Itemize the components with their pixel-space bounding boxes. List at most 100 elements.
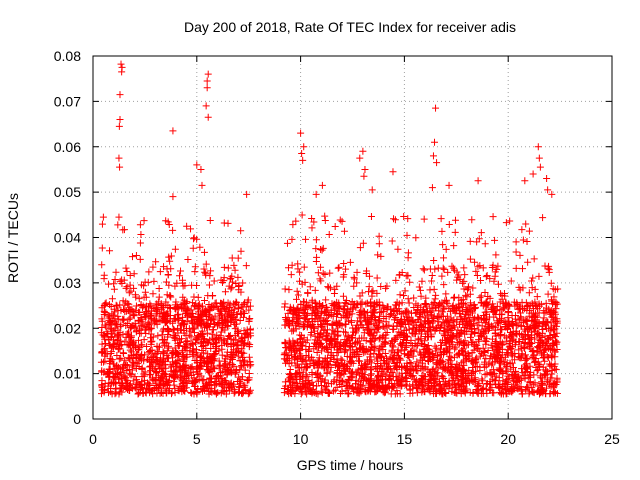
data-point	[217, 299, 225, 307]
data-point	[100, 275, 108, 283]
data-point	[104, 312, 112, 320]
data-point	[107, 385, 115, 392]
data-point	[200, 265, 208, 273]
data-point	[436, 345, 444, 353]
data-point	[394, 245, 402, 253]
data-point	[462, 310, 470, 318]
data-point	[143, 379, 151, 387]
data-point	[379, 343, 387, 351]
data-point	[460, 379, 468, 387]
data-point	[132, 328, 140, 336]
data-point	[185, 365, 193, 373]
data-point	[146, 300, 154, 308]
data-point	[524, 326, 532, 334]
data-point	[120, 315, 128, 323]
data-point	[246, 358, 254, 366]
data-point	[475, 379, 483, 387]
data-point	[206, 366, 214, 374]
data-point	[396, 291, 404, 299]
data-point	[141, 303, 149, 311]
data-point	[313, 349, 321, 357]
y-tick-label: 0	[73, 411, 81, 427]
data-point	[214, 319, 222, 327]
data-point	[469, 363, 477, 371]
data-point	[206, 217, 214, 225]
data-point	[407, 360, 415, 368]
data-point	[294, 265, 302, 273]
data-point	[508, 320, 516, 328]
data-point	[311, 286, 319, 294]
data-point	[245, 317, 253, 325]
data-point	[108, 356, 116, 364]
data-point	[216, 307, 224, 315]
data-point	[162, 389, 170, 397]
data-point	[418, 372, 426, 380]
data-point	[394, 346, 402, 354]
data-point	[132, 385, 140, 393]
data-point	[461, 271, 469, 279]
data-point	[97, 329, 105, 337]
data-point	[478, 375, 486, 383]
data-point	[141, 288, 149, 296]
data-point	[245, 353, 253, 361]
data-point	[317, 246, 325, 254]
data-point	[477, 390, 485, 398]
data-point	[528, 299, 536, 307]
data-point	[529, 305, 537, 313]
data-point	[421, 364, 429, 372]
data-point	[444, 359, 452, 367]
data-point	[337, 371, 345, 379]
data-point	[174, 324, 182, 332]
data-point	[404, 254, 412, 262]
data-point	[117, 384, 125, 392]
data-point	[134, 359, 142, 367]
data-point	[519, 284, 527, 292]
data-point	[331, 222, 339, 230]
data-point	[205, 281, 213, 289]
data-point	[528, 387, 536, 395]
data-point	[488, 304, 496, 312]
data-point	[239, 279, 247, 287]
data-point	[528, 277, 536, 285]
data-point	[226, 367, 234, 375]
data-point	[102, 340, 110, 348]
data-point	[242, 331, 250, 339]
data-point	[181, 387, 189, 395]
data-point	[519, 265, 527, 273]
data-point	[127, 371, 135, 379]
data-point	[236, 317, 244, 325]
data-point	[367, 338, 375, 346]
data-point	[305, 342, 313, 350]
data-point	[391, 380, 399, 388]
data-point	[202, 344, 210, 352]
data-point	[452, 371, 460, 379]
data-point	[135, 355, 143, 363]
data-point	[130, 324, 138, 332]
data-point	[220, 337, 228, 345]
data-point	[135, 295, 143, 303]
data-point	[354, 317, 362, 325]
data-point	[536, 331, 544, 339]
data-point	[417, 313, 425, 321]
data-point	[317, 377, 325, 385]
data-point	[140, 336, 148, 344]
data-point	[199, 385, 207, 393]
data-point	[450, 293, 458, 301]
data-point	[417, 330, 425, 338]
data-point	[149, 375, 157, 383]
data-point	[418, 277, 426, 285]
data-point	[392, 276, 400, 284]
data-point	[108, 326, 116, 334]
data-point	[171, 245, 179, 253]
data-point	[479, 377, 487, 385]
data-point	[110, 285, 118, 293]
data-point	[403, 231, 411, 239]
data-point	[221, 288, 229, 296]
data-point	[490, 350, 498, 358]
x-tick-label: 20	[500, 431, 516, 447]
data-point	[451, 266, 459, 274]
data-point	[542, 338, 550, 346]
data-point	[466, 333, 474, 341]
data-point	[480, 330, 488, 338]
data-point	[218, 324, 226, 332]
